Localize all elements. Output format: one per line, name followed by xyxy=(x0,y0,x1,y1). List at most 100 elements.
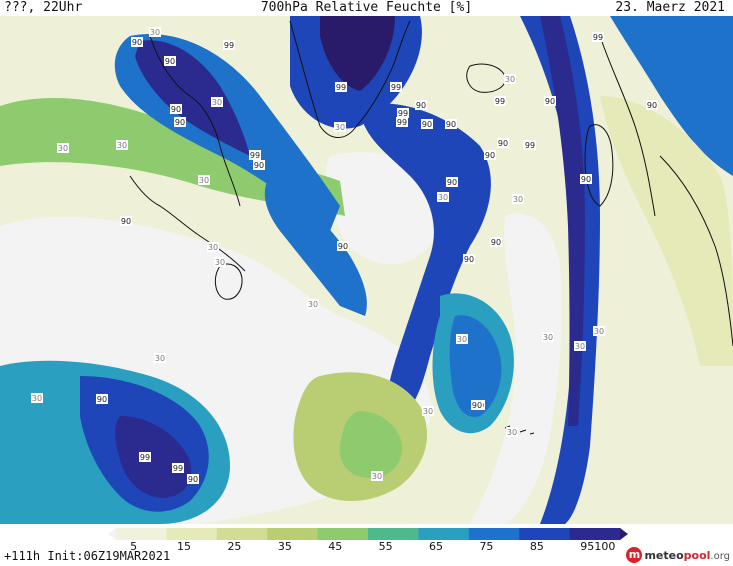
meteopool-logo: m meteopool.org xyxy=(626,545,730,565)
coastline-britain xyxy=(584,124,614,207)
contour-label: 90 xyxy=(187,474,199,484)
coastline-newfoundland xyxy=(214,263,243,300)
contour-label: 90 xyxy=(337,241,349,251)
run-info: +111h Init:06Z19MAR2021 xyxy=(4,549,171,563)
contour-label: 30 xyxy=(371,471,383,481)
svg-text:30: 30 xyxy=(505,75,515,84)
contour-label: 99 xyxy=(390,82,402,92)
svg-text:99: 99 xyxy=(397,118,407,127)
svg-text:30: 30 xyxy=(308,300,318,309)
svg-text:30: 30 xyxy=(150,28,160,37)
colorbar-segment xyxy=(519,528,571,540)
svg-text:99: 99 xyxy=(398,109,408,118)
colorbar-tick-label: 45 xyxy=(328,540,343,553)
contour-label: 30 xyxy=(504,74,516,84)
colorbar-tick-label: 95 xyxy=(580,540,595,553)
svg-text:30: 30 xyxy=(58,144,68,153)
meteopool-logo-icon: m xyxy=(626,547,643,563)
contour-label: 30 xyxy=(57,143,69,153)
colorbar-segment xyxy=(216,528,268,540)
svg-text:30: 30 xyxy=(208,243,218,252)
contour-label: 90 xyxy=(484,150,496,160)
svg-text:99: 99 xyxy=(173,464,183,473)
coastline-europe xyxy=(659,155,733,347)
svg-text:90: 90 xyxy=(491,238,501,247)
contour-label: 30 xyxy=(211,97,223,107)
contour-label: 90 xyxy=(164,56,176,66)
svg-text:99: 99 xyxy=(495,97,505,106)
contour-label: 99 xyxy=(592,32,604,42)
contour-label: 30 xyxy=(506,427,518,437)
svg-text:90: 90 xyxy=(647,101,657,110)
contour-label: 99 xyxy=(139,452,151,462)
colorbar xyxy=(108,528,628,540)
svg-text:90: 90 xyxy=(446,120,456,129)
colorbar-left-arrow xyxy=(108,528,116,540)
contour-label: 90 xyxy=(490,237,502,247)
contour-label: 90 xyxy=(463,254,475,264)
contour-label: 30 xyxy=(214,257,226,267)
svg-text:30: 30 xyxy=(32,394,42,403)
colorbar-segment xyxy=(267,528,319,540)
contour-label: 30 xyxy=(334,122,346,132)
svg-text:90: 90 xyxy=(175,118,185,127)
contour-label: 30 xyxy=(542,332,554,342)
colorbar-segment xyxy=(317,528,369,540)
logo-text-pool: pool xyxy=(683,548,711,562)
svg-text:99: 99 xyxy=(593,33,603,42)
contour-label: 90 xyxy=(497,138,509,148)
humid-tongue-central xyxy=(360,103,491,416)
saturated-low-sw xyxy=(115,416,192,498)
forecast-date: 23. Maerz 2021 xyxy=(615,0,725,15)
coastlines xyxy=(129,20,733,435)
colorbar-tick-label: 5 xyxy=(130,540,138,553)
contour-label: 99 xyxy=(172,463,184,473)
coastline-canada-north xyxy=(149,35,241,207)
contour-label: 90 xyxy=(580,174,592,184)
svg-text:90: 90 xyxy=(254,161,264,170)
svg-text:90: 90 xyxy=(97,395,107,404)
logo-text-org: .org xyxy=(710,550,730,562)
moist-swirl-inner xyxy=(339,411,403,478)
svg-text:30: 30 xyxy=(543,333,553,342)
svg-text:30: 30 xyxy=(423,407,433,416)
contour-label: 90 xyxy=(96,394,108,404)
colorbar-tick-label: 100 xyxy=(594,540,616,553)
saturated-greenland xyxy=(320,16,395,91)
svg-text:30: 30 xyxy=(513,195,523,204)
contour-label: 30 xyxy=(198,175,210,185)
contour-label: 30 xyxy=(307,299,319,309)
moist-band-nw xyxy=(0,97,345,216)
svg-text:30: 30 xyxy=(507,428,517,437)
svg-text:90: 90 xyxy=(472,401,482,410)
svg-text:99: 99 xyxy=(525,141,535,150)
coastline-iceland xyxy=(466,63,506,93)
chart-title: 700hPa Relative Feuchte [%] xyxy=(260,0,473,15)
contour-label: 30 xyxy=(593,326,605,336)
contour-label: 30 xyxy=(456,334,468,344)
svg-text:30: 30 xyxy=(457,335,467,344)
colorbar-segment xyxy=(468,528,520,540)
colorbar-ticks: 5 15 25 35 45 55 65 75 85 95 100 xyxy=(108,540,628,554)
svg-text:30: 30 xyxy=(575,342,585,351)
contour-label: 90 xyxy=(170,104,182,114)
contour-label: 90 xyxy=(120,216,132,226)
colorbar-tick-label: 15 xyxy=(177,540,192,553)
svg-text:90: 90 xyxy=(581,175,591,184)
svg-text:30: 30 xyxy=(199,176,209,185)
contour-label: 30 xyxy=(512,194,524,204)
svg-text:99: 99 xyxy=(250,151,260,160)
contour-label: 99 xyxy=(223,40,235,50)
contour-label: 30 xyxy=(116,140,128,150)
contour-label: 30 xyxy=(207,242,219,252)
contour-label: 90 xyxy=(174,117,186,127)
colorbar-segment xyxy=(418,528,470,540)
colorbar-segment xyxy=(116,528,167,540)
svg-text:30: 30 xyxy=(212,98,222,107)
svg-text:90: 90 xyxy=(338,242,348,251)
colorbar-tick-label: 35 xyxy=(277,540,292,553)
contour-label: 90 xyxy=(421,119,433,129)
contour-label: 90 xyxy=(446,177,458,187)
